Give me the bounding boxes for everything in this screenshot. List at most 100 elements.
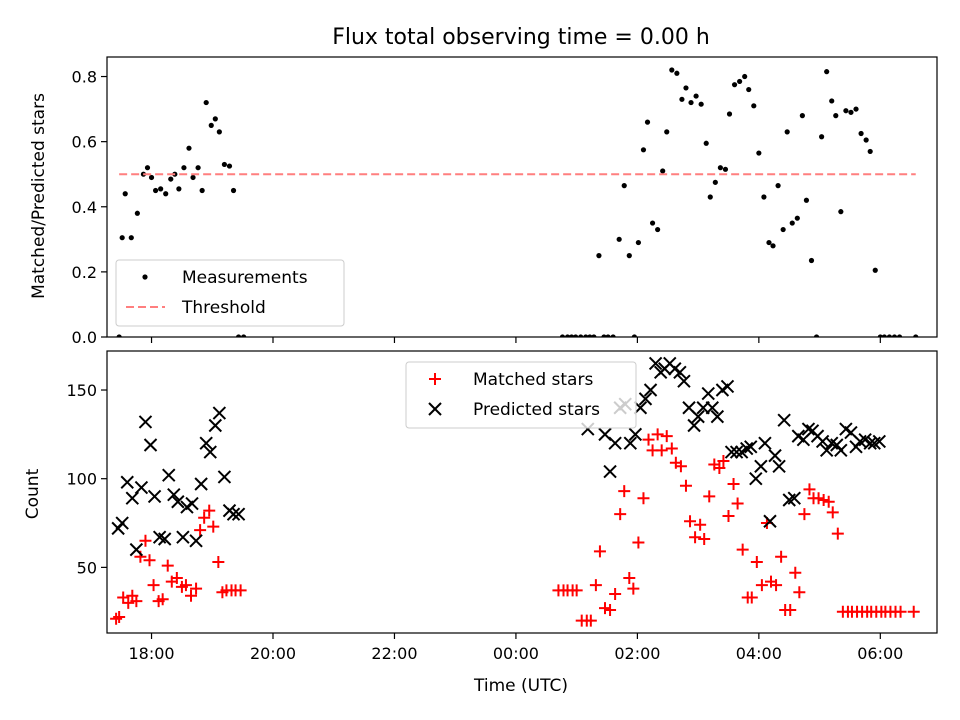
predicted-stars-point [157, 532, 172, 546]
matched-stars-point [593, 545, 606, 558]
measurement-point [199, 187, 205, 194]
predicted-stars-point [199, 436, 213, 450]
measurement-point [698, 101, 704, 107]
predicted-stars-point [729, 445, 744, 459]
top-y-axis-label: Matched/Predicted stars [29, 93, 49, 299]
matched-stars-point [775, 550, 788, 563]
predicted-stars-point [125, 491, 140, 505]
measurement-point [134, 210, 140, 216]
matched-stars-point [623, 572, 636, 585]
measurement-point [616, 236, 622, 242]
predicted-stars-point [628, 427, 643, 442]
top-plot-area [116, 67, 919, 337]
bottom-xtick-label: 06:00 [857, 644, 903, 663]
predicted-stars-point [834, 443, 848, 458]
predicted-stars-point [772, 459, 786, 473]
predicted-stars-point [768, 448, 782, 463]
matched-stars-point [139, 534, 152, 547]
matched-stars-point [684, 515, 697, 528]
predicted-stars-point [744, 440, 758, 454]
matched-stars-point [156, 593, 169, 606]
measurement-point [799, 113, 805, 119]
measurement-point [813, 334, 820, 337]
measurement-point [877, 334, 883, 337]
matched-stars-point [122, 596, 135, 609]
measurement-point [119, 235, 125, 241]
matched-stars-point [234, 584, 247, 597]
matched-stars-point [727, 478, 740, 491]
measurement-point [631, 334, 637, 337]
measurement-point [693, 93, 699, 99]
matched-stars-point [736, 543, 749, 556]
measurement-point [770, 243, 776, 249]
matched-stars-point [717, 454, 730, 467]
measurement-point [838, 209, 844, 215]
measurement-point [891, 334, 898, 337]
top-legend-box [115, 259, 345, 327]
matched-stars-point [679, 479, 692, 492]
matched-stars-point [618, 485, 631, 498]
matched-stars-point [660, 430, 673, 443]
matched-stars-point [731, 497, 744, 510]
matched-stars-point [570, 584, 583, 597]
bottom-ytick-label: 100 [66, 470, 97, 489]
bottom-xtick-label: 18:00 [128, 644, 174, 663]
bottom-xtick-label: 04:00 [736, 644, 782, 663]
matched-stars-point [789, 566, 802, 579]
predicted-stars-point [724, 445, 739, 459]
top-ytick-label: 0.6 [72, 133, 97, 152]
matched-stars-point [713, 462, 726, 475]
measurement-point [152, 187, 159, 194]
predicted-stars-point [749, 471, 763, 486]
predicted-stars-point [623, 436, 638, 450]
measurement-point [843, 108, 849, 114]
predicted-stars-point [608, 436, 622, 450]
measurement-point [226, 163, 233, 169]
legend-label-predicted: Predicted stars [473, 400, 600, 420]
predicted-stars-point [134, 480, 149, 495]
predicted-stars-point [185, 496, 199, 511]
matched-stars-point [784, 603, 797, 616]
predicted-stars-point [217, 470, 232, 484]
matched-stars-point [817, 493, 830, 506]
measurement-point [208, 122, 214, 128]
predicted-stars-point [231, 507, 246, 521]
measurement-point [144, 165, 151, 171]
measurement-point [819, 134, 825, 140]
legend-label-matched: Matched stars [473, 370, 593, 390]
predicted-stars-point [167, 487, 181, 502]
bottom-plot-area [110, 356, 920, 627]
matched-stars-point [831, 527, 844, 540]
predicted-stars-point [720, 379, 735, 394]
predicted-stars-point [648, 356, 663, 371]
measurement-point [824, 69, 830, 75]
matched-stars-point [642, 433, 655, 446]
predicted-stars-point [673, 365, 687, 379]
matched-stars-point [179, 579, 192, 592]
measurement-point [707, 194, 713, 200]
measurement-point [886, 334, 893, 337]
measurement-point [746, 86, 752, 93]
matched-stars-point [750, 556, 763, 569]
matched-stars-point [812, 492, 825, 505]
measurement-point [241, 334, 247, 337]
predicted-stars-point [176, 530, 190, 544]
matched-stars-point [614, 508, 627, 521]
measurement-point [829, 98, 835, 104]
top-ytick-label: 0.4 [72, 198, 97, 217]
measurement-point [848, 109, 854, 115]
matched-stars-point [207, 520, 220, 533]
bottom-ytick-label: 150 [66, 381, 97, 400]
measurement-point [601, 334, 607, 337]
top-axes-frame [106, 56, 938, 338]
measurement-point [731, 82, 738, 88]
measurement-point [583, 334, 589, 337]
predicted-stars-point [758, 436, 772, 450]
predicted-stars-point [787, 491, 801, 505]
matched-stars-point [632, 536, 645, 549]
bottom-xtick-label: 22:00 [371, 644, 417, 663]
legend-label-measurements: Measurements [182, 268, 308, 288]
measurement-point [683, 85, 689, 91]
